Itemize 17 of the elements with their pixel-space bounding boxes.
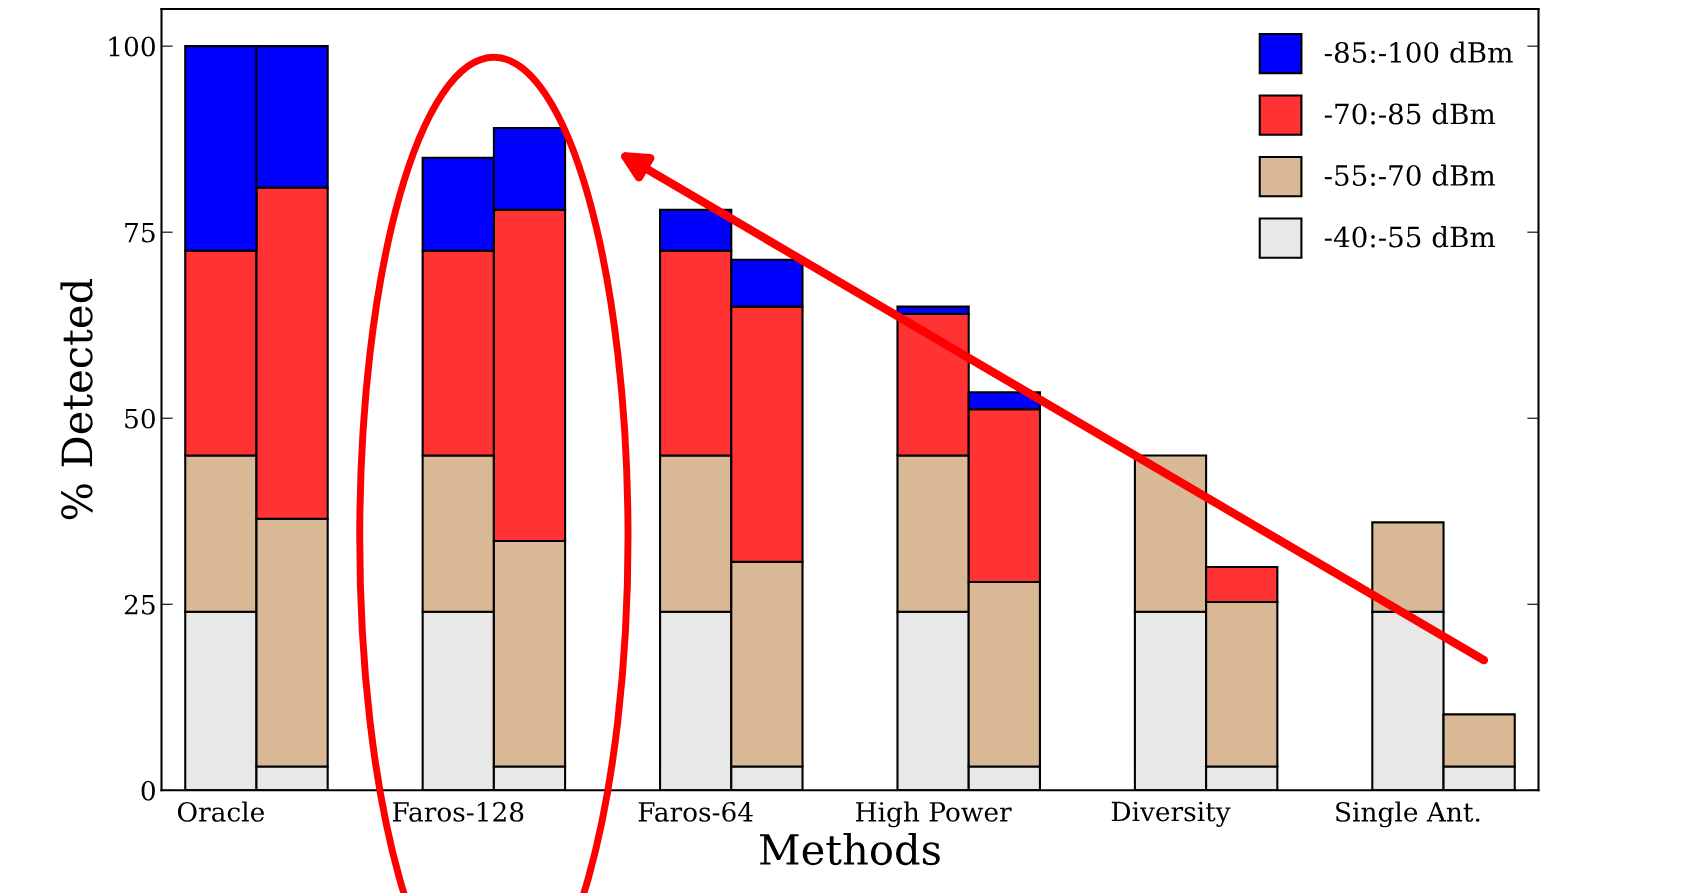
x-tick-label: High Power	[855, 801, 1012, 828]
y-tick-label: 25	[124, 594, 155, 615]
y-tick-label: 100	[109, 36, 155, 57]
y-tick-label: 75	[125, 222, 155, 243]
legend-label: -55:-70 dBm	[1324, 164, 1496, 186]
x-tick-label: Diversity	[1111, 801, 1231, 827]
x-tick-label: Oracle	[177, 801, 264, 822]
x-tick-label: Faros-128	[392, 801, 524, 822]
x-axis-title: Methods	[760, 832, 940, 866]
y-axis-title: % Detected	[60, 278, 93, 520]
x-tick-label: Faros-64	[638, 801, 753, 822]
legend-label: -70:-85 dBm	[1324, 102, 1496, 125]
y-tick-label: 0	[141, 780, 155, 801]
legend-label: -85:-100 dBm	[1324, 41, 1513, 63]
y-tick-label: 50	[125, 408, 155, 429]
legend-label: -40:-55 dBm	[1324, 226, 1496, 248]
x-tick-label: Single Ant.	[1336, 801, 1480, 828]
